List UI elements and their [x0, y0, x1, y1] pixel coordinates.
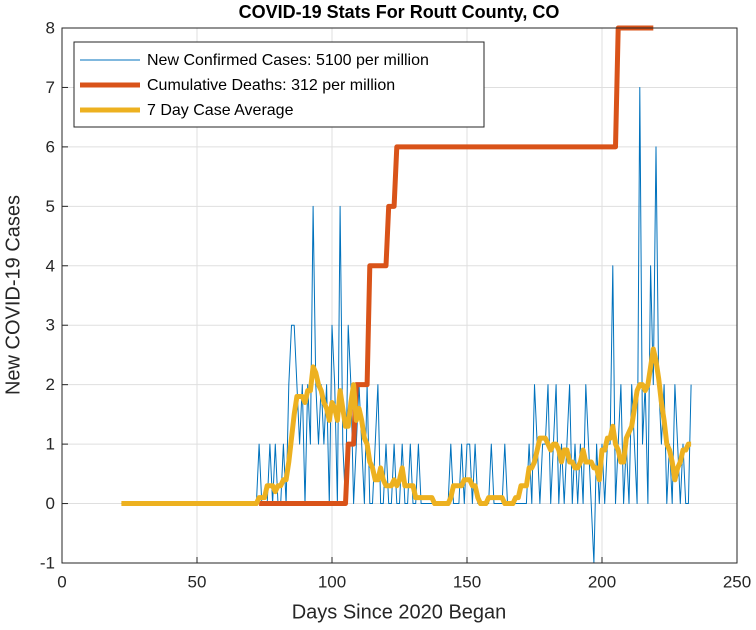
x-axis-label: Days Since 2020 Began	[292, 601, 507, 623]
y-axis-label: New COVID-19 Cases	[2, 195, 24, 395]
legend-label: Cumulative Deaths: 312 per million	[147, 77, 395, 94]
y-tick-label: 8	[46, 18, 55, 37]
axes-box	[61, 27, 738, 564]
legend-label: 7 Day Case Average	[147, 102, 294, 119]
y-tick-label: 3	[46, 316, 55, 335]
series-line	[259, 25, 654, 507]
x-tick-label: 200	[588, 572, 616, 591]
legend: New Confirmed Cases: 5100 per million Cum…	[73, 41, 485, 128]
legend-box	[73, 41, 485, 128]
x-tick-label: 150	[453, 572, 481, 591]
y-tick-label: 7	[46, 78, 55, 97]
y-tick-label: -1	[40, 553, 55, 572]
x-tick-label: 250	[723, 572, 751, 591]
y-tick-label: 6	[46, 137, 55, 156]
x-tick-label: 0	[57, 572, 66, 591]
y-tick-label: 5	[46, 197, 55, 216]
chart-title: COVID-19 Stats For Routt County, CO	[239, 2, 560, 22]
legend-label: New Confirmed Cases: 5100 per million	[147, 52, 429, 69]
x-tick-label: 100	[318, 572, 346, 591]
series-line	[121, 346, 692, 507]
y-tick-label: 2	[46, 375, 55, 394]
y-tick-label: 0	[46, 494, 55, 513]
y-tick-label: 4	[46, 256, 55, 275]
y-tick-label: 1	[46, 435, 55, 454]
lines	[121, 25, 692, 564]
x-tick-label: 50	[188, 572, 207, 591]
